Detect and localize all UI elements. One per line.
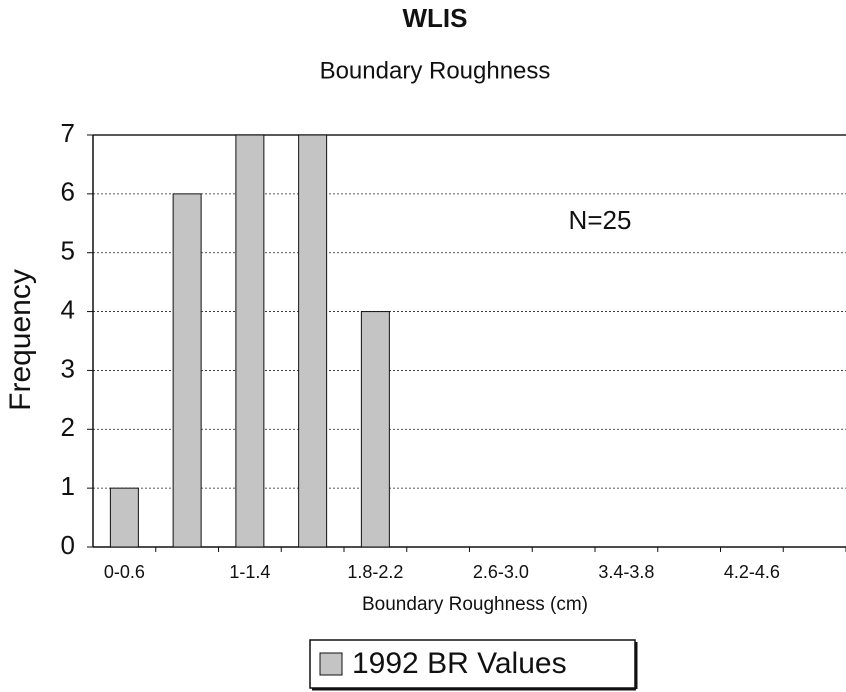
x-tick-label: 0-0.6 xyxy=(104,562,145,582)
x-tick-label: 3.4-3.8 xyxy=(598,562,654,582)
bar xyxy=(360,311,390,548)
y-axis-label: Frequency xyxy=(4,269,37,411)
bar xyxy=(172,193,202,548)
x-tick-label: 1-1.4 xyxy=(229,562,270,582)
y-tick-label: 1 xyxy=(61,471,75,501)
y-tick-label: 3 xyxy=(61,353,75,383)
y-tick-label: 2 xyxy=(61,412,75,442)
chart-subtitle: Boundary Roughness xyxy=(320,57,551,84)
legend-label: 1992 BR Values xyxy=(352,647,567,680)
bar xyxy=(235,134,265,548)
x-axis-label: Boundary Roughness (cm) xyxy=(362,594,588,615)
y-tick-label: 7 xyxy=(61,118,75,148)
x-tick-label: 1.8-2.2 xyxy=(347,562,403,582)
chart-title: WLIS xyxy=(403,3,468,33)
y-tick-label: 4 xyxy=(61,294,75,324)
bar xyxy=(298,134,328,548)
x-tick-label: 2.6-3.0 xyxy=(473,562,529,582)
legend-swatch xyxy=(319,652,343,676)
y-tick-label: 5 xyxy=(61,236,75,266)
bar xyxy=(109,487,139,548)
y-tick-label: 0 xyxy=(61,530,75,560)
y-tick-label: 6 xyxy=(61,177,75,207)
x-tick-label: 4.2-4.6 xyxy=(724,562,780,582)
annotation: N=25 xyxy=(569,205,632,235)
legend-box xyxy=(309,639,636,689)
